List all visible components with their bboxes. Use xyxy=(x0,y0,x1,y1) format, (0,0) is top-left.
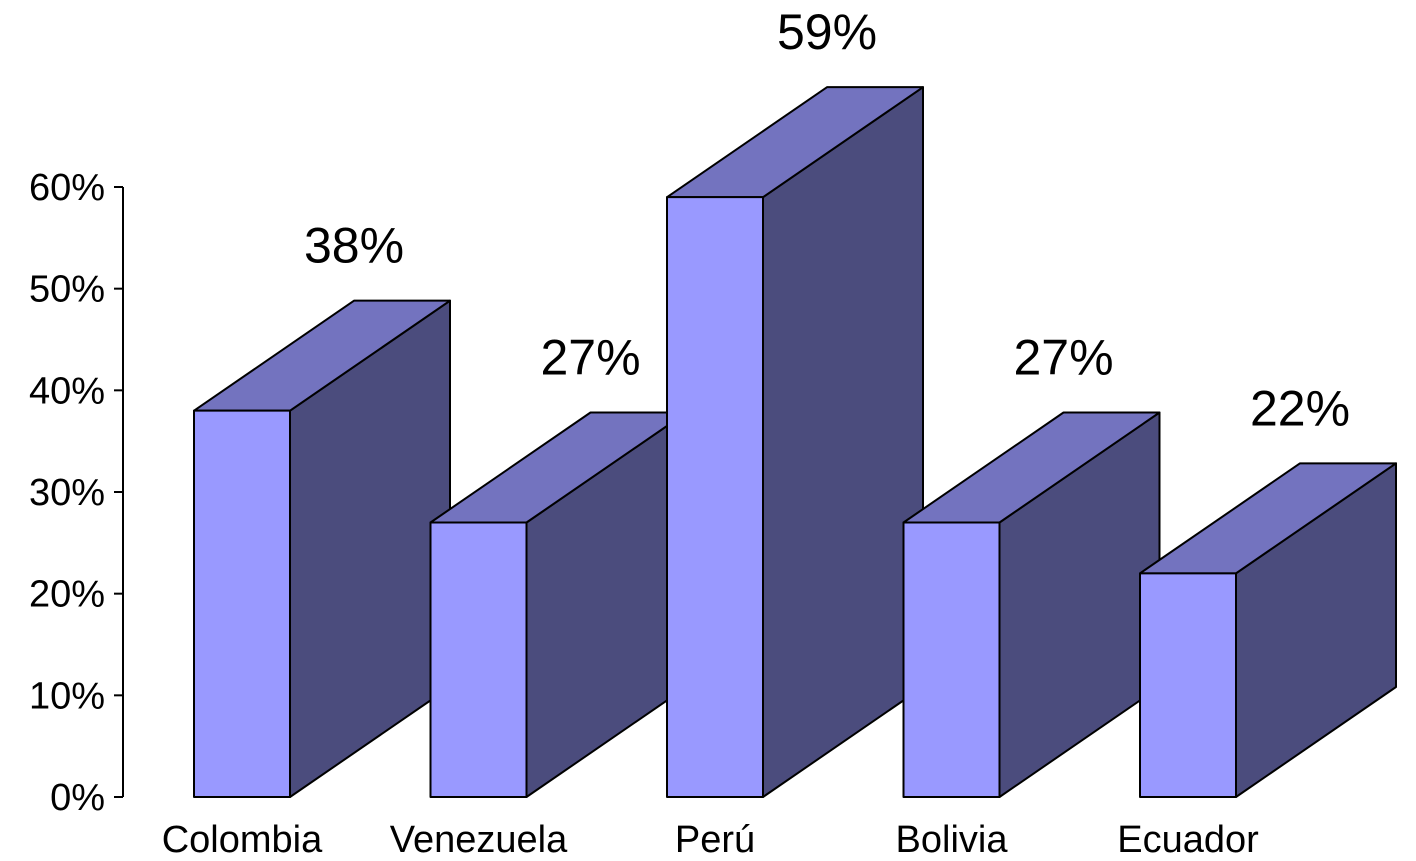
data-label: 27% xyxy=(540,330,640,386)
category-label: Venezuela xyxy=(390,819,568,861)
y-tick-label: 0% xyxy=(50,777,105,819)
bar-colombia xyxy=(193,299,451,798)
y-tick-label: 40% xyxy=(29,370,105,412)
category-label: Colombia xyxy=(162,819,323,861)
bars xyxy=(193,86,1397,798)
data-label: 59% xyxy=(777,4,877,60)
data-label: 22% xyxy=(1250,380,1350,436)
y-tick-label: 60% xyxy=(29,167,105,209)
category-label: Ecuador xyxy=(1117,819,1259,861)
category-label: Perú xyxy=(675,819,755,861)
bar-front-face xyxy=(666,196,764,798)
data-label: 27% xyxy=(1013,330,1113,386)
bar-bolivia xyxy=(902,411,1161,798)
bar-ecuador xyxy=(1139,462,1397,798)
category-label: Bolivia xyxy=(896,819,1009,861)
labels: Colombia 38% Venezuela 27% Perú 59% Bolivia 27%… xyxy=(162,4,1350,861)
bar-front-face xyxy=(193,409,291,798)
y-tick-label: 30% xyxy=(29,472,105,514)
y-tick-label: 20% xyxy=(29,574,105,616)
bar-front-face xyxy=(902,521,1001,798)
bar-per xyxy=(666,86,924,798)
bar-front-face xyxy=(1139,572,1237,798)
bar-front-face xyxy=(429,521,528,798)
y-tick-label: 10% xyxy=(29,675,105,717)
data-label: 38% xyxy=(304,218,404,274)
y-tick-label: 50% xyxy=(29,269,105,311)
y-axis: 0% 10% 20% 30% 40% 50% 60% xyxy=(29,167,124,819)
bar-venezuela xyxy=(429,411,688,798)
bar-side-face xyxy=(762,86,924,798)
